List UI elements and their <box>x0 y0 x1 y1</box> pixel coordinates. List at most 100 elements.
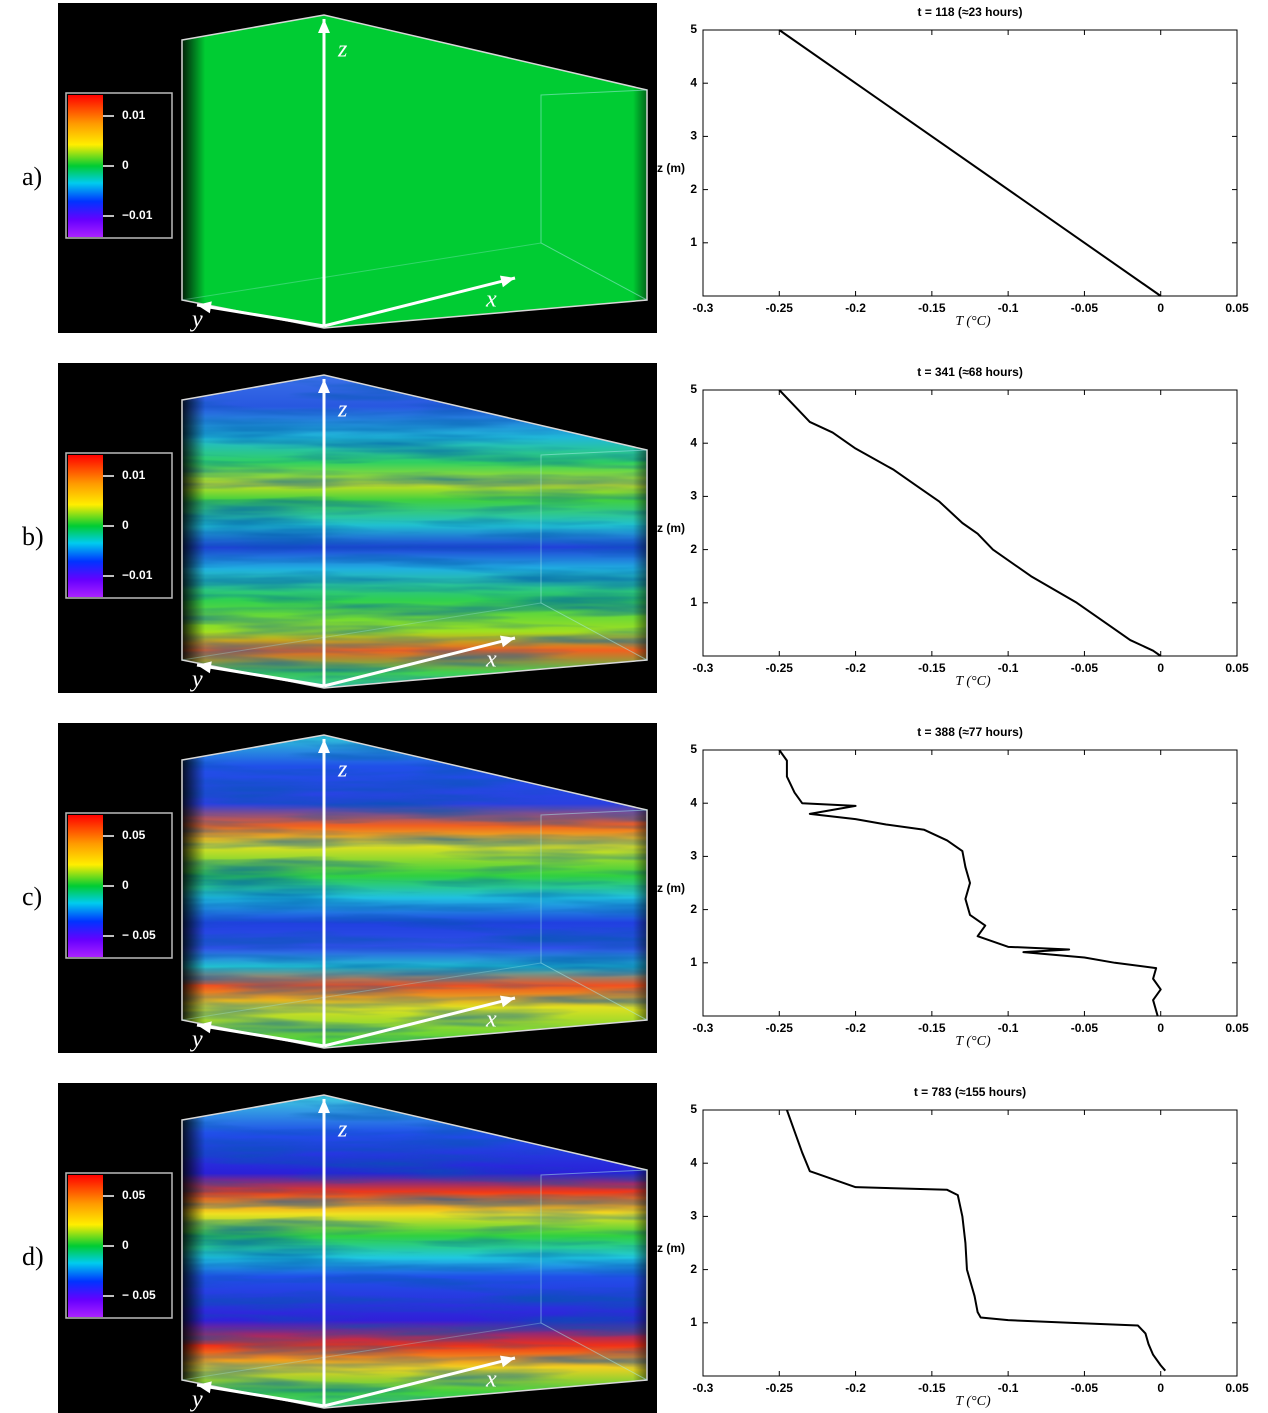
y-tick-label: 5 <box>690 742 697 756</box>
x-tick-label: -0.25 <box>766 301 794 315</box>
arrow-head <box>499 635 515 648</box>
axis-label-x: x <box>485 1007 497 1033</box>
box-inner-edge <box>540 1169 648 1381</box>
colorbar-tick-label: − 0.05 <box>122 928 156 942</box>
x-tick-label: -0.15 <box>918 1381 946 1395</box>
x-tick-label: -0.15 <box>918 661 946 675</box>
arrow-head <box>318 19 330 33</box>
x-tick-label: 0 <box>1157 1381 1164 1395</box>
colorbar-tick-label: 0 <box>122 878 129 892</box>
colorbar-tick-label: 0 <box>122 158 129 172</box>
arrow-head <box>499 275 515 288</box>
box-inner-edge <box>540 449 648 661</box>
y-tick-label: 1 <box>690 1315 697 1329</box>
panel-label: c) <box>22 882 42 911</box>
colorbar <box>68 1175 103 1317</box>
x-axis-label: T (°C) <box>955 1034 991 1049</box>
y-tick-label: 2 <box>690 902 697 916</box>
colorbar-tick-label: −0.01 <box>122 568 153 582</box>
y-tick-label: 4 <box>690 1155 697 1169</box>
colorbar <box>68 815 103 957</box>
axis-arrow <box>323 276 516 328</box>
x-tick-label: -0.3 <box>693 1021 714 1035</box>
volume-panel: c) z x y 0.05 0 − 0.05 <box>22 723 657 1053</box>
x-tick-label: -0.3 <box>693 1381 714 1395</box>
axis-arrow <box>323 1356 516 1408</box>
y-tick-label: 5 <box>690 22 697 36</box>
axis-label-y: y <box>190 1387 203 1413</box>
x-tick-label: 0.05 <box>1225 1021 1249 1035</box>
y-tick-label: 2 <box>690 1262 697 1276</box>
x-tick-label: -0.1 <box>998 661 1019 675</box>
y-tick-label: 1 <box>690 235 697 249</box>
y-tick-label: 5 <box>690 382 697 396</box>
panel-label: b) <box>22 522 44 551</box>
arrow-head <box>499 1355 515 1368</box>
y-axis-label: z (m) <box>657 1241 685 1255</box>
x-tick-label: -0.25 <box>766 1381 794 1395</box>
x-tick-label: 0.05 <box>1225 661 1249 675</box>
plot-frame <box>702 749 1238 1017</box>
profile-chart: t = 388 (≈77 hours)T (°C)z (m)-0.3 -0.25-… <box>657 725 1249 1049</box>
x-tick-label: -0.3 <box>693 301 714 315</box>
volume-panel: a) z x y 0.01 0 −0.01 <box>22 3 657 333</box>
x-tick-label: 0.05 <box>1225 1381 1249 1395</box>
x-tick-label: -0.05 <box>1071 1381 1099 1395</box>
x-axis-label: T (°C) <box>955 674 991 689</box>
y-tick-label: 2 <box>690 542 697 556</box>
box-inner-edge <box>181 602 542 661</box>
profile-chart: t = 118 (≈23 hours)T (°C)z (m)-0.3 -0.25-… <box>657 5 1249 329</box>
chart-title: t = 388 (≈77 hours) <box>917 725 1023 739</box>
axis-label-z: z <box>337 1117 348 1143</box>
arrow-head <box>499 995 515 1008</box>
plot-frame <box>702 389 1238 657</box>
y-tick-label: 4 <box>690 795 697 809</box>
axis-arrow <box>196 1023 325 1048</box>
axis-arrow <box>196 303 325 328</box>
chart-title: t = 341 (≈68 hours) <box>917 365 1023 379</box>
x-tick-label: 0 <box>1157 301 1164 315</box>
colorbar-tick-label: −0.01 <box>122 208 153 222</box>
y-axis-label: z (m) <box>657 521 685 535</box>
x-tick-label: -0.1 <box>998 1021 1019 1035</box>
axis-label-y: y <box>190 1027 203 1053</box>
x-tick-label: -0.05 <box>1071 1021 1099 1035</box>
arrow-head <box>197 1021 212 1034</box>
colorbar-tick-label: − 0.05 <box>122 1288 156 1302</box>
profile-line <box>778 749 1162 1017</box>
x-tick-label: -0.2 <box>845 1381 866 1395</box>
axis-label-x: x <box>485 1367 497 1393</box>
profile-chart: t = 341 (≈68 hours)T (°C)z (m)-0.3 -0.25-… <box>657 365 1249 689</box>
colorbar <box>68 95 103 237</box>
y-tick-label: 3 <box>690 1209 697 1223</box>
y-tick-label: 3 <box>690 849 697 863</box>
y-tick-label: 4 <box>690 75 697 89</box>
y-axis-label: z (m) <box>657 161 685 175</box>
arrow-head <box>197 661 212 674</box>
x-tick-label: -0.25 <box>766 661 794 675</box>
x-tick-label: 0 <box>1157 1021 1164 1035</box>
profile-line <box>778 389 1162 657</box>
axis-label-y: y <box>190 667 203 693</box>
profile-chart: t = 783 (≈155 hours)T (°C)z (m)-0.3 -0.25… <box>657 1085 1249 1409</box>
y-tick-label: 1 <box>690 955 697 969</box>
colorbar-tick-label: 0.01 <box>122 468 146 482</box>
y-tick-label: 4 <box>690 435 697 449</box>
box-inner-edge <box>540 809 648 1021</box>
arrow-head <box>197 301 212 314</box>
axis-label-z: z <box>337 397 348 423</box>
y-tick-label: 5 <box>690 1102 697 1116</box>
axis-label-x: x <box>485 647 497 673</box>
volume-panel: b) z x y 0.01 0 −0.01 <box>22 363 657 693</box>
arrow-head <box>318 1099 330 1113</box>
y-tick-label: 1 <box>690 595 697 609</box>
axis-arrow <box>323 996 516 1048</box>
colorbar-tick-label: 0.01 <box>122 108 146 122</box>
panel-label: d) <box>22 1242 44 1271</box>
colorbar <box>68 455 103 597</box>
colorbar-tick-label: 0.05 <box>122 1188 146 1202</box>
profile-line <box>785 1109 1167 1372</box>
y-tick-label: 3 <box>690 489 697 503</box>
chart-title: t = 118 (≈23 hours) <box>918 5 1023 19</box>
arrow-head <box>318 739 330 753</box>
